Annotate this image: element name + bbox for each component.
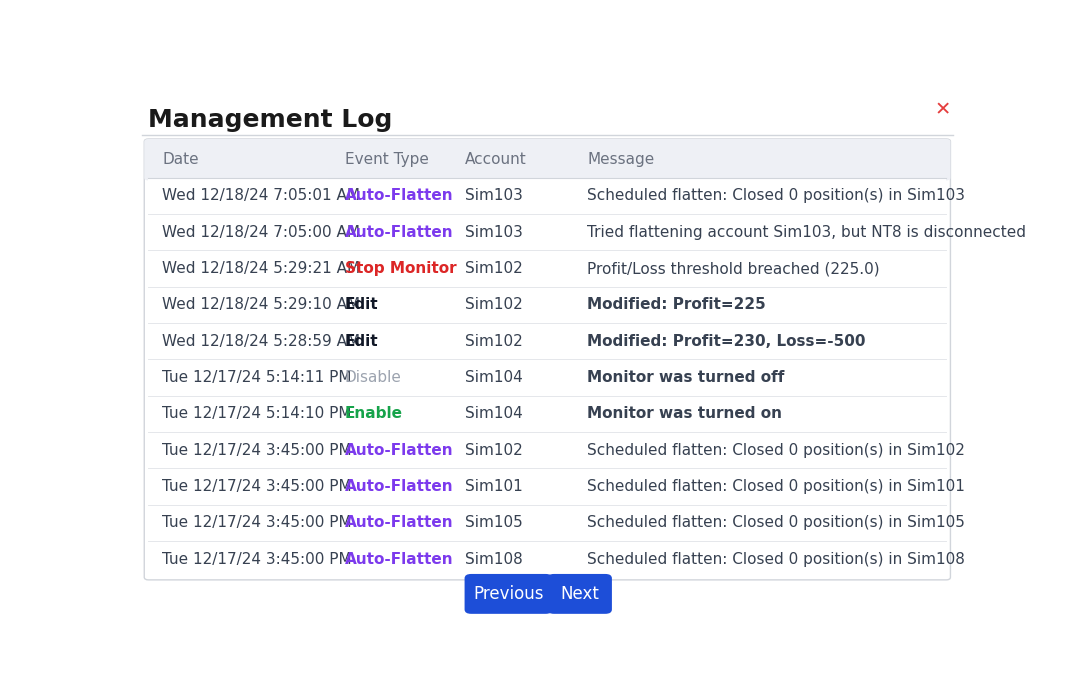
FancyBboxPatch shape — [144, 139, 951, 181]
Text: Tue 12/17/24 3:45:00 PM: Tue 12/17/24 3:45:00 PM — [162, 552, 352, 566]
Text: Tue 12/17/24 5:14:11 PM: Tue 12/17/24 5:14:11 PM — [162, 370, 352, 385]
FancyBboxPatch shape — [144, 139, 951, 580]
Text: Auto-Flatten: Auto-Flatten — [345, 515, 453, 530]
Bar — [148, 287, 946, 323]
Bar — [148, 541, 946, 578]
Bar — [148, 178, 946, 214]
Text: ✕: ✕ — [934, 100, 952, 119]
Bar — [148, 395, 946, 432]
Text: Scheduled flatten: Closed 0 position(s) in Sim108: Scheduled flatten: Closed 0 position(s) … — [587, 552, 965, 566]
Text: Tue 12/17/24 5:14:10 PM: Tue 12/17/24 5:14:10 PM — [162, 406, 352, 421]
Text: Modified: Profit=225: Modified: Profit=225 — [587, 298, 766, 312]
Text: Date: Date — [162, 152, 199, 167]
Bar — [148, 214, 946, 251]
Text: Sim102: Sim102 — [465, 298, 522, 312]
Text: Sim102: Sim102 — [465, 442, 522, 458]
Bar — [148, 505, 946, 541]
Text: Event Type: Event Type — [345, 152, 428, 167]
Text: Wed 12/18/24 7:05:00 AM: Wed 12/18/24 7:05:00 AM — [162, 225, 361, 239]
Text: Auto-Flatten: Auto-Flatten — [345, 188, 453, 204]
Text: Wed 12/18/24 5:29:21 AM: Wed 12/18/24 5:29:21 AM — [162, 261, 361, 276]
Text: Next: Next — [561, 585, 599, 603]
Text: Auto-Flatten: Auto-Flatten — [345, 552, 453, 566]
Bar — [148, 359, 946, 396]
Text: Sim108: Sim108 — [465, 552, 522, 566]
Text: Tue 12/17/24 3:45:00 PM: Tue 12/17/24 3:45:00 PM — [162, 442, 352, 458]
FancyBboxPatch shape — [548, 574, 612, 614]
Text: Auto-Flatten: Auto-Flatten — [345, 442, 453, 458]
Bar — [148, 323, 946, 359]
Text: Sim105: Sim105 — [465, 515, 522, 530]
Text: Scheduled flatten: Closed 0 position(s) in Sim105: Scheduled flatten: Closed 0 position(s) … — [587, 515, 965, 530]
Text: Monitor was turned off: Monitor was turned off — [587, 370, 785, 385]
Text: Edit: Edit — [345, 334, 378, 349]
Bar — [148, 468, 946, 505]
Text: Modified: Profit=230, Loss=-500: Modified: Profit=230, Loss=-500 — [587, 334, 865, 349]
Text: Sim104: Sim104 — [465, 370, 522, 385]
Text: Tue 12/17/24 3:45:00 PM: Tue 12/17/24 3:45:00 PM — [162, 515, 352, 530]
Bar — [148, 251, 946, 287]
Text: Message: Message — [587, 152, 655, 167]
Text: Sim103: Sim103 — [465, 225, 522, 239]
Text: Account: Account — [465, 152, 527, 167]
Text: Disable: Disable — [345, 370, 402, 385]
Text: Profit/Loss threshold breached (225.0): Profit/Loss threshold breached (225.0) — [587, 261, 880, 276]
Text: Scheduled flatten: Closed 0 position(s) in Sim101: Scheduled flatten: Closed 0 position(s) … — [587, 479, 965, 494]
Text: Wed 12/18/24 7:05:01 AM: Wed 12/18/24 7:05:01 AM — [162, 188, 361, 204]
Text: Tried flattening account Sim103, but NT8 is disconnected: Tried flattening account Sim103, but NT8… — [587, 225, 1026, 239]
Text: Auto-Flatten: Auto-Flatten — [345, 225, 453, 239]
Text: Wed 12/18/24 5:29:10 AM: Wed 12/18/24 5:29:10 AM — [162, 298, 361, 312]
Text: Sim102: Sim102 — [465, 334, 522, 349]
Text: Sim101: Sim101 — [465, 479, 522, 494]
Text: Tue 12/17/24 3:45:00 PM: Tue 12/17/24 3:45:00 PM — [162, 479, 352, 494]
Text: Wed 12/18/24 5:28:59 AM: Wed 12/18/24 5:28:59 AM — [162, 334, 361, 349]
FancyBboxPatch shape — [465, 574, 552, 614]
Text: Previous: Previous — [473, 585, 544, 603]
Text: Sim103: Sim103 — [465, 188, 522, 204]
Text: Monitor was turned on: Monitor was turned on — [587, 406, 782, 421]
Text: Auto-Flatten: Auto-Flatten — [345, 479, 453, 494]
Text: Edit: Edit — [345, 298, 378, 312]
Text: Scheduled flatten: Closed 0 position(s) in Sim103: Scheduled flatten: Closed 0 position(s) … — [587, 188, 965, 204]
Text: Enable: Enable — [345, 406, 403, 421]
Text: Management Log: Management Log — [148, 108, 393, 132]
Text: Sim104: Sim104 — [465, 406, 522, 421]
Bar — [148, 432, 946, 468]
Text: Sim102: Sim102 — [465, 261, 522, 276]
Text: Stop Monitor: Stop Monitor — [345, 261, 456, 276]
Text: Scheduled flatten: Closed 0 position(s) in Sim102: Scheduled flatten: Closed 0 position(s) … — [587, 442, 965, 458]
